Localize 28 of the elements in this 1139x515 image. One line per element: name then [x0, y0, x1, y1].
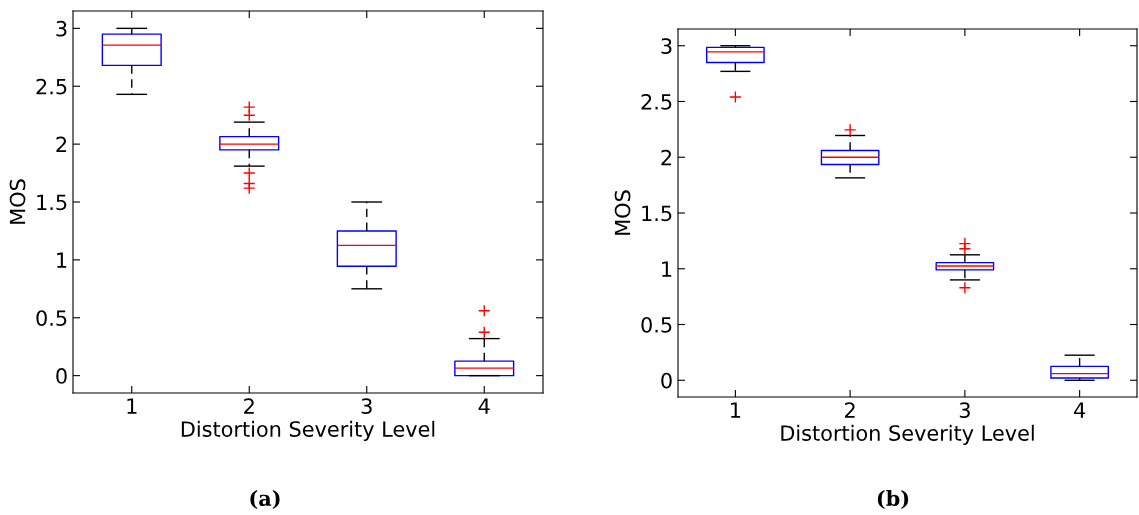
x-axis-title: Distortion Severity Level [781, 424, 1034, 445]
y-tick-label: 2.5 [641, 93, 672, 110]
y-tick-label: 1 [662, 261, 672, 277]
y-tick-label: 2 [56, 136, 67, 153]
y-axis-title: MOS [614, 190, 631, 235]
x-tick-label: 3 [361, 398, 372, 414]
y-tick-label: 0 [661, 372, 672, 389]
x-tick-label: 2 [244, 398, 254, 414]
text: (a) [250, 489, 280, 509]
y-axis-title: MOS [9, 179, 26, 224]
y-tick-label: 0 [56, 368, 67, 384]
y-tick-label: 3 [661, 38, 672, 54]
text: (b) [877, 489, 909, 509]
y-tick-label: 3 [56, 20, 67, 37]
y-tick-label: 1.5 [642, 205, 672, 222]
y-tick-label: 2.5 [36, 78, 67, 95]
x-axis-title: Distortion Severity Level [181, 420, 435, 441]
x-tick-label: 4 [478, 398, 490, 414]
x-tick-label: 1 [731, 402, 741, 418]
y-tick-label: 1.5 [37, 194, 67, 211]
y-tick-label: 0.5 [641, 316, 672, 333]
x-tick-label: 4 [1074, 402, 1086, 418]
y-tick-label: 0.5 [36, 310, 67, 326]
y-tick-label: 1 [57, 252, 67, 268]
y-tick-label: 2 [661, 149, 672, 166]
x-tick-label: 2 [845, 402, 855, 418]
x-tick-label: 1 [127, 398, 137, 414]
x-tick-label: 3 [959, 402, 970, 418]
